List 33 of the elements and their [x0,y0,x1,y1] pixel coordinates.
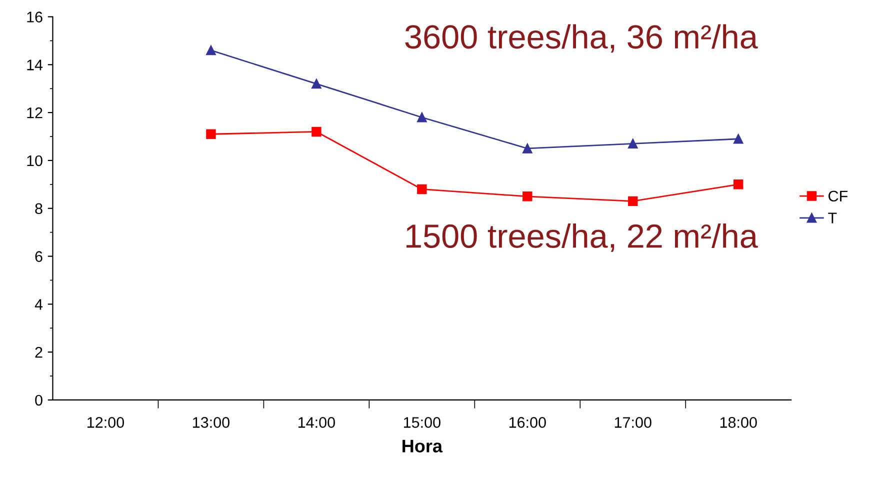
y-tick-label: 12 [27,107,42,118]
x-tick-label: 13:00 [193,417,230,428]
y-tick-label: 6 [35,251,42,262]
x-tick-label: 15:00 [404,417,440,428]
annotation: 3600 trees/ha, 36 m²/ha [405,24,758,53]
point [522,144,532,154]
point [312,78,322,89]
point [522,192,532,202]
legend-label: CF [828,190,848,202]
annotation: 1500 trees/ha, 22 m²/ha [406,223,758,252]
point [417,112,427,122]
y-tick-label: 8 [35,203,42,214]
y-tick-label: 0 [35,394,42,406]
point [734,134,744,144]
point [206,129,216,139]
point [206,45,216,56]
point [628,138,638,149]
y-tick-label: 16 [27,12,42,22]
y-tick-label: 14 [27,60,43,70]
x-tick-label: 18:00 [720,417,757,428]
legend-label: T [828,212,837,224]
x-tick-label: 16:00 [509,417,546,428]
x-axis-title: Hora [402,440,443,452]
x-tick-label: 14:00 [298,417,335,428]
x-tick-label: 17:00 [614,417,652,428]
point [628,196,638,206]
y-tick-label: 10 [27,155,42,166]
y-tick-label: 2 [35,346,42,358]
point [417,184,427,194]
x-tick-label: 12:00 [88,417,124,428]
point [734,180,744,190]
y-tick-label: 4 [34,299,43,310]
point [312,126,322,137]
